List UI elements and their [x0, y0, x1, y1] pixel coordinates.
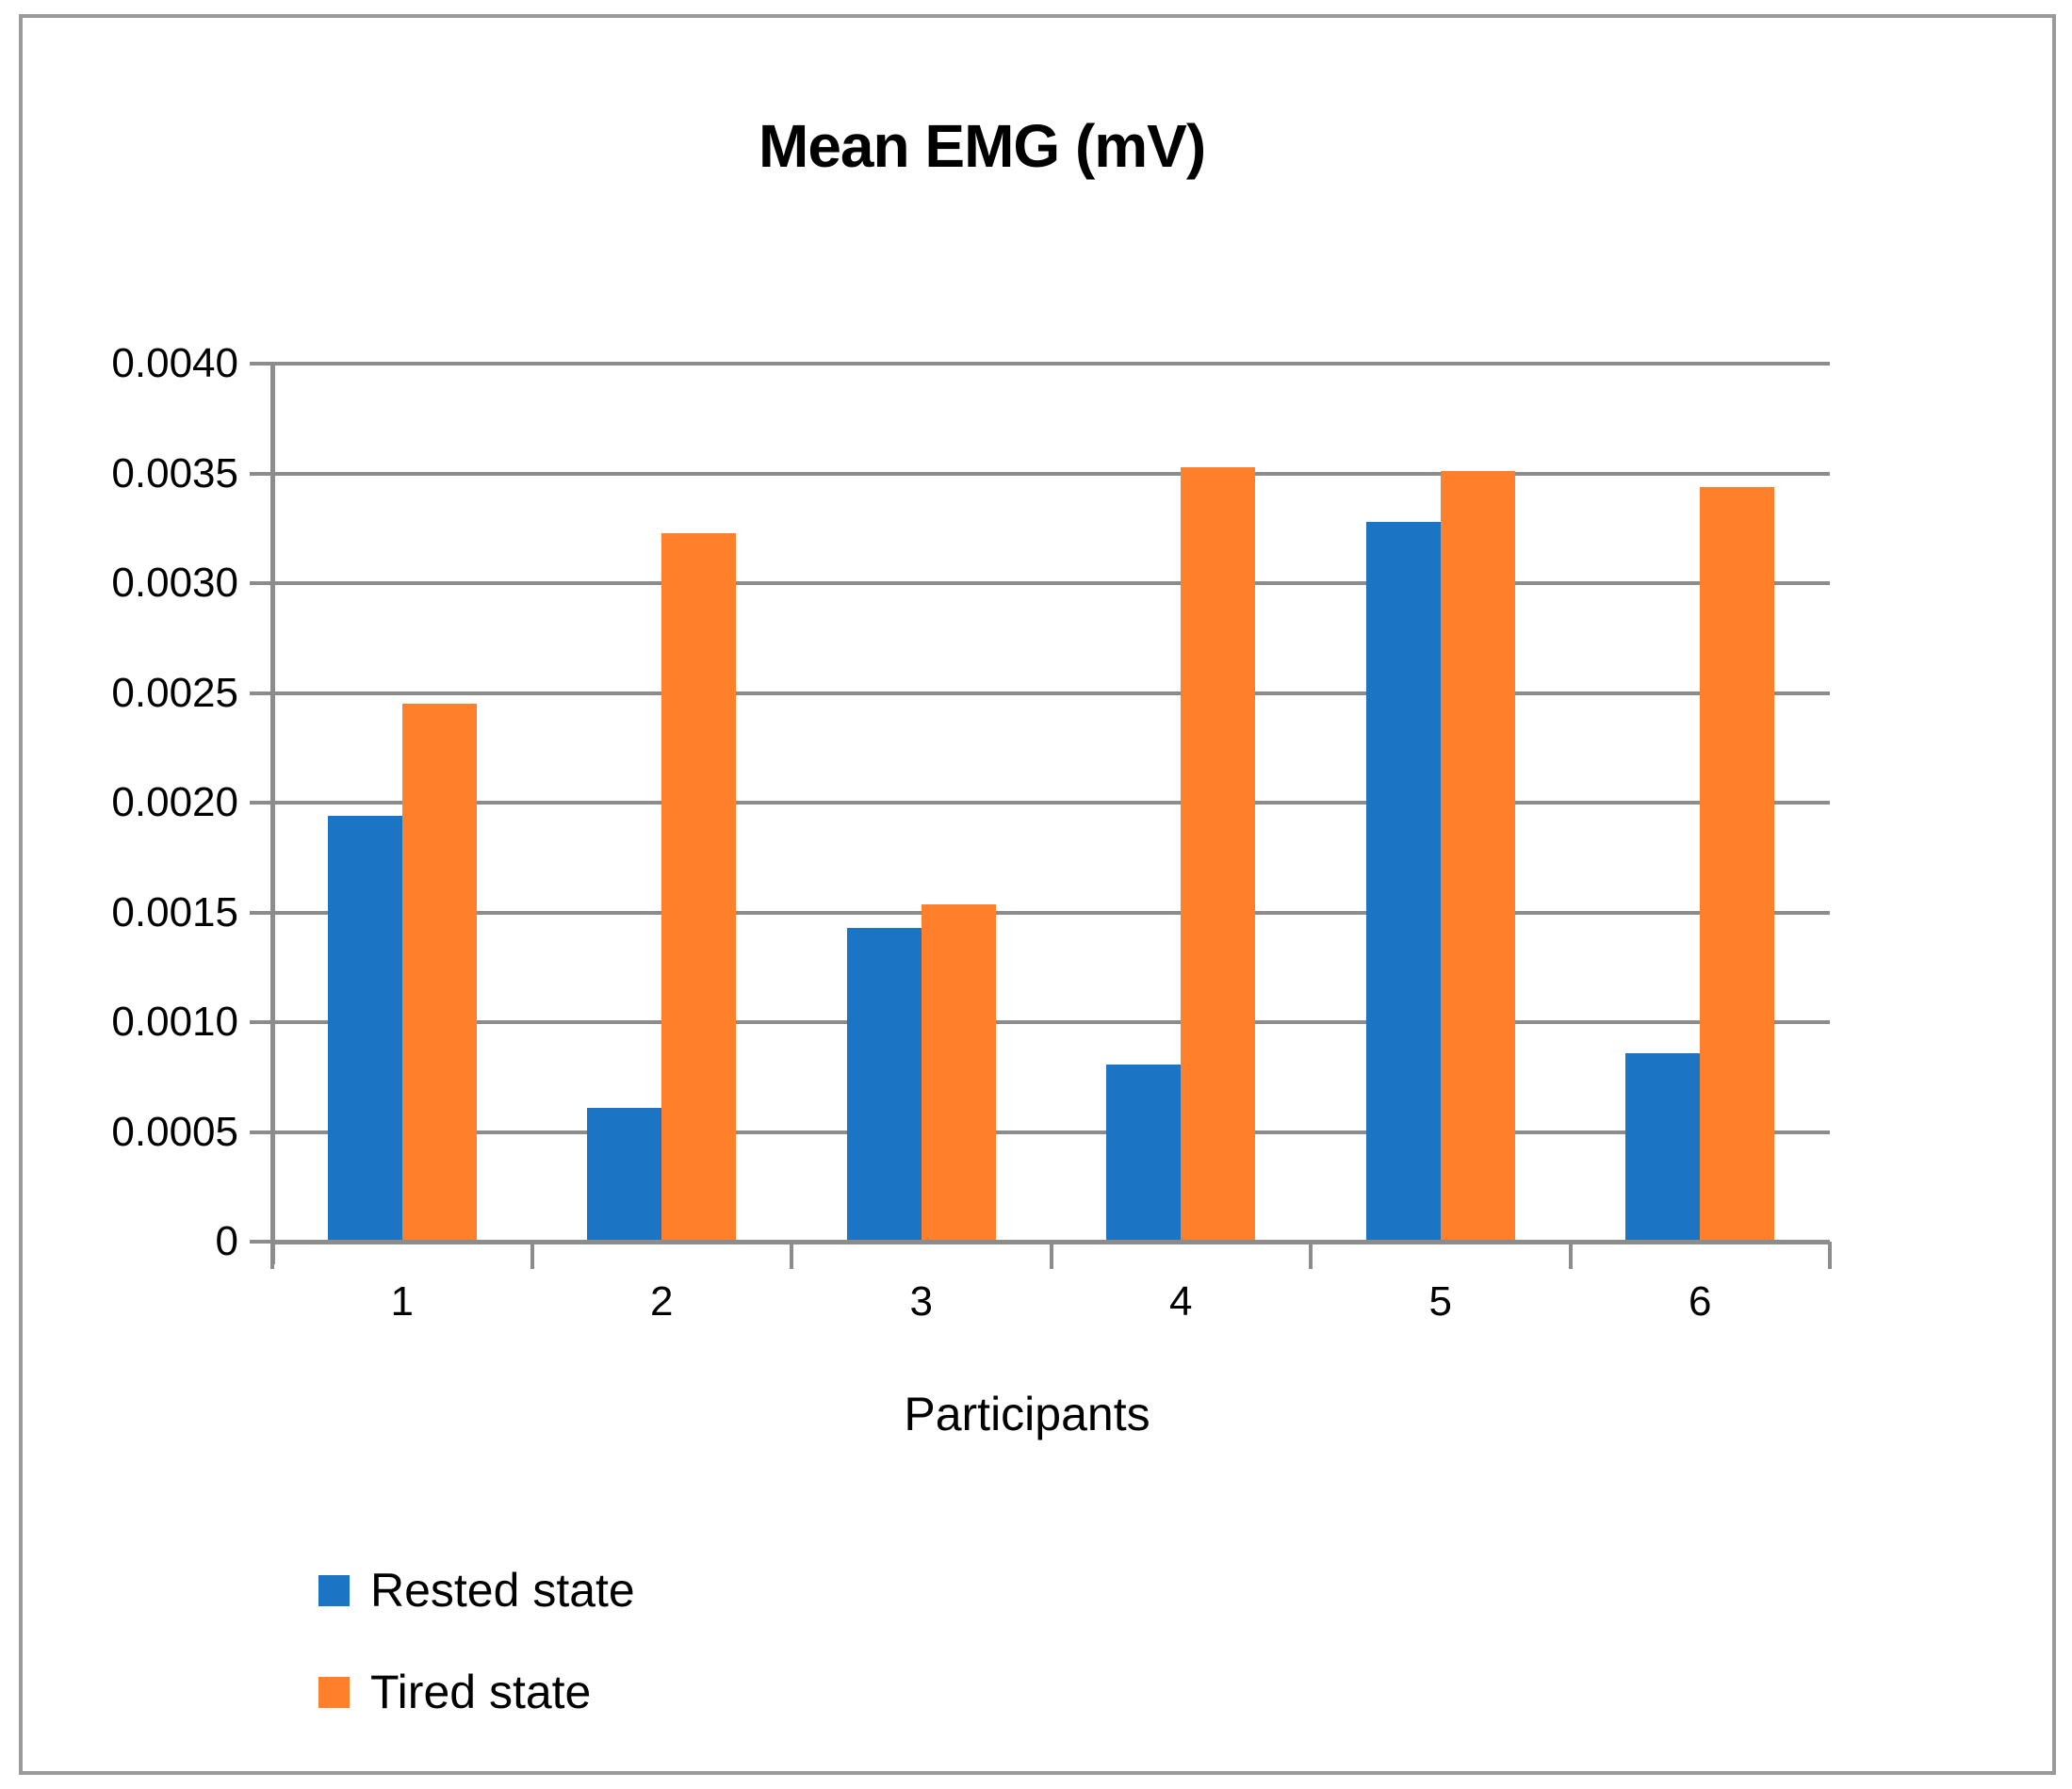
- gridline-0.0020: [272, 801, 1830, 805]
- bar-tired-state-participant-4: [1181, 467, 1255, 1240]
- gridline-0.0035: [272, 471, 1830, 476]
- y-tick-label-0.0005: 0.0005: [111, 1108, 238, 1155]
- legend-item-rested-state: Rested state: [318, 1564, 635, 1617]
- x-tick-6: [1828, 1242, 1832, 1269]
- chart-title: Mean EMG (mV): [759, 112, 1206, 180]
- x-tick-3: [1049, 1242, 1053, 1269]
- y-tick-label-0.0030: 0.0030: [111, 560, 238, 606]
- bar-tired-state-participant-3: [922, 904, 996, 1240]
- gridline-0.0015: [272, 910, 1830, 915]
- gridline-0.0010: [272, 1020, 1830, 1024]
- x-tick-0: [270, 1242, 274, 1269]
- bar-rested-state-participant-4: [1106, 1065, 1181, 1240]
- y-tick-label-0.0010: 0.0010: [111, 999, 238, 1045]
- x-tick-label-5: 5: [1428, 1278, 1452, 1325]
- y-tick-label-0: 0: [215, 1218, 238, 1264]
- gridline-0.0030: [272, 581, 1830, 585]
- x-tick-2: [790, 1242, 793, 1269]
- legend-swatch-tired-state: [318, 1676, 350, 1708]
- y-tick-label-0.0020: 0.0020: [111, 779, 238, 825]
- bar-rested-state-participant-6: [1625, 1053, 1700, 1240]
- y-tick-0.0030: [250, 581, 272, 585]
- legend-item-tired-state: Tired state: [318, 1666, 635, 1718]
- gridline-0.0005: [272, 1130, 1830, 1134]
- y-tick-0.0005: [250, 1130, 272, 1134]
- x-tick-5: [1568, 1242, 1573, 1269]
- bar-tired-state-participant-6: [1700, 487, 1774, 1240]
- x-axis-title: Participants: [904, 1388, 1150, 1440]
- bar-tired-state-participant-5: [1441, 471, 1515, 1240]
- legend: Rested state Tired state: [318, 1564, 635, 1769]
- y-tick-label-0.0035: 0.0035: [111, 449, 238, 496]
- y-tick-0.0010: [250, 1020, 272, 1024]
- y-tick-0.0035: [250, 471, 272, 476]
- y-tick-label-0.0025: 0.0025: [111, 669, 238, 716]
- x-tick-label-1: 1: [390, 1278, 414, 1325]
- bar-rested-state-participant-5: [1366, 522, 1441, 1240]
- x-tick-label-3: 3: [909, 1278, 933, 1325]
- legend-label-rested-state: Rested state: [370, 1564, 635, 1617]
- y-tick-label-0.0015: 0.0015: [111, 888, 238, 935]
- x-tick-label-2: 2: [650, 1278, 674, 1325]
- bar-rested-state-participant-1: [328, 816, 402, 1240]
- y-tick-0.0040: [250, 362, 272, 366]
- y-tick-0.0025: [250, 691, 272, 695]
- bar-rested-state-participant-3: [847, 928, 922, 1240]
- x-tick-1: [530, 1242, 534, 1269]
- gridline-0.0040: [272, 362, 1830, 366]
- y-axis-line: [270, 362, 275, 1264]
- bar-rested-state-participant-2: [587, 1108, 661, 1240]
- legend-swatch-rested-state: [318, 1574, 350, 1606]
- y-tick-0.0015: [250, 910, 272, 915]
- x-tick-label-6: 6: [1689, 1278, 1712, 1325]
- y-tick-0: [250, 1240, 272, 1244]
- x-tick-4: [1309, 1242, 1313, 1269]
- y-tick-0.0020: [250, 801, 272, 805]
- legend-label-tired-state: Tired state: [370, 1666, 592, 1718]
- x-tick-label-4: 4: [1169, 1278, 1193, 1325]
- bar-tired-state-participant-2: [661, 533, 736, 1240]
- y-tick-label-0.0040: 0.0040: [111, 340, 238, 386]
- bar-tired-state-participant-1: [402, 704, 477, 1240]
- gridline-0.0025: [272, 691, 1830, 695]
